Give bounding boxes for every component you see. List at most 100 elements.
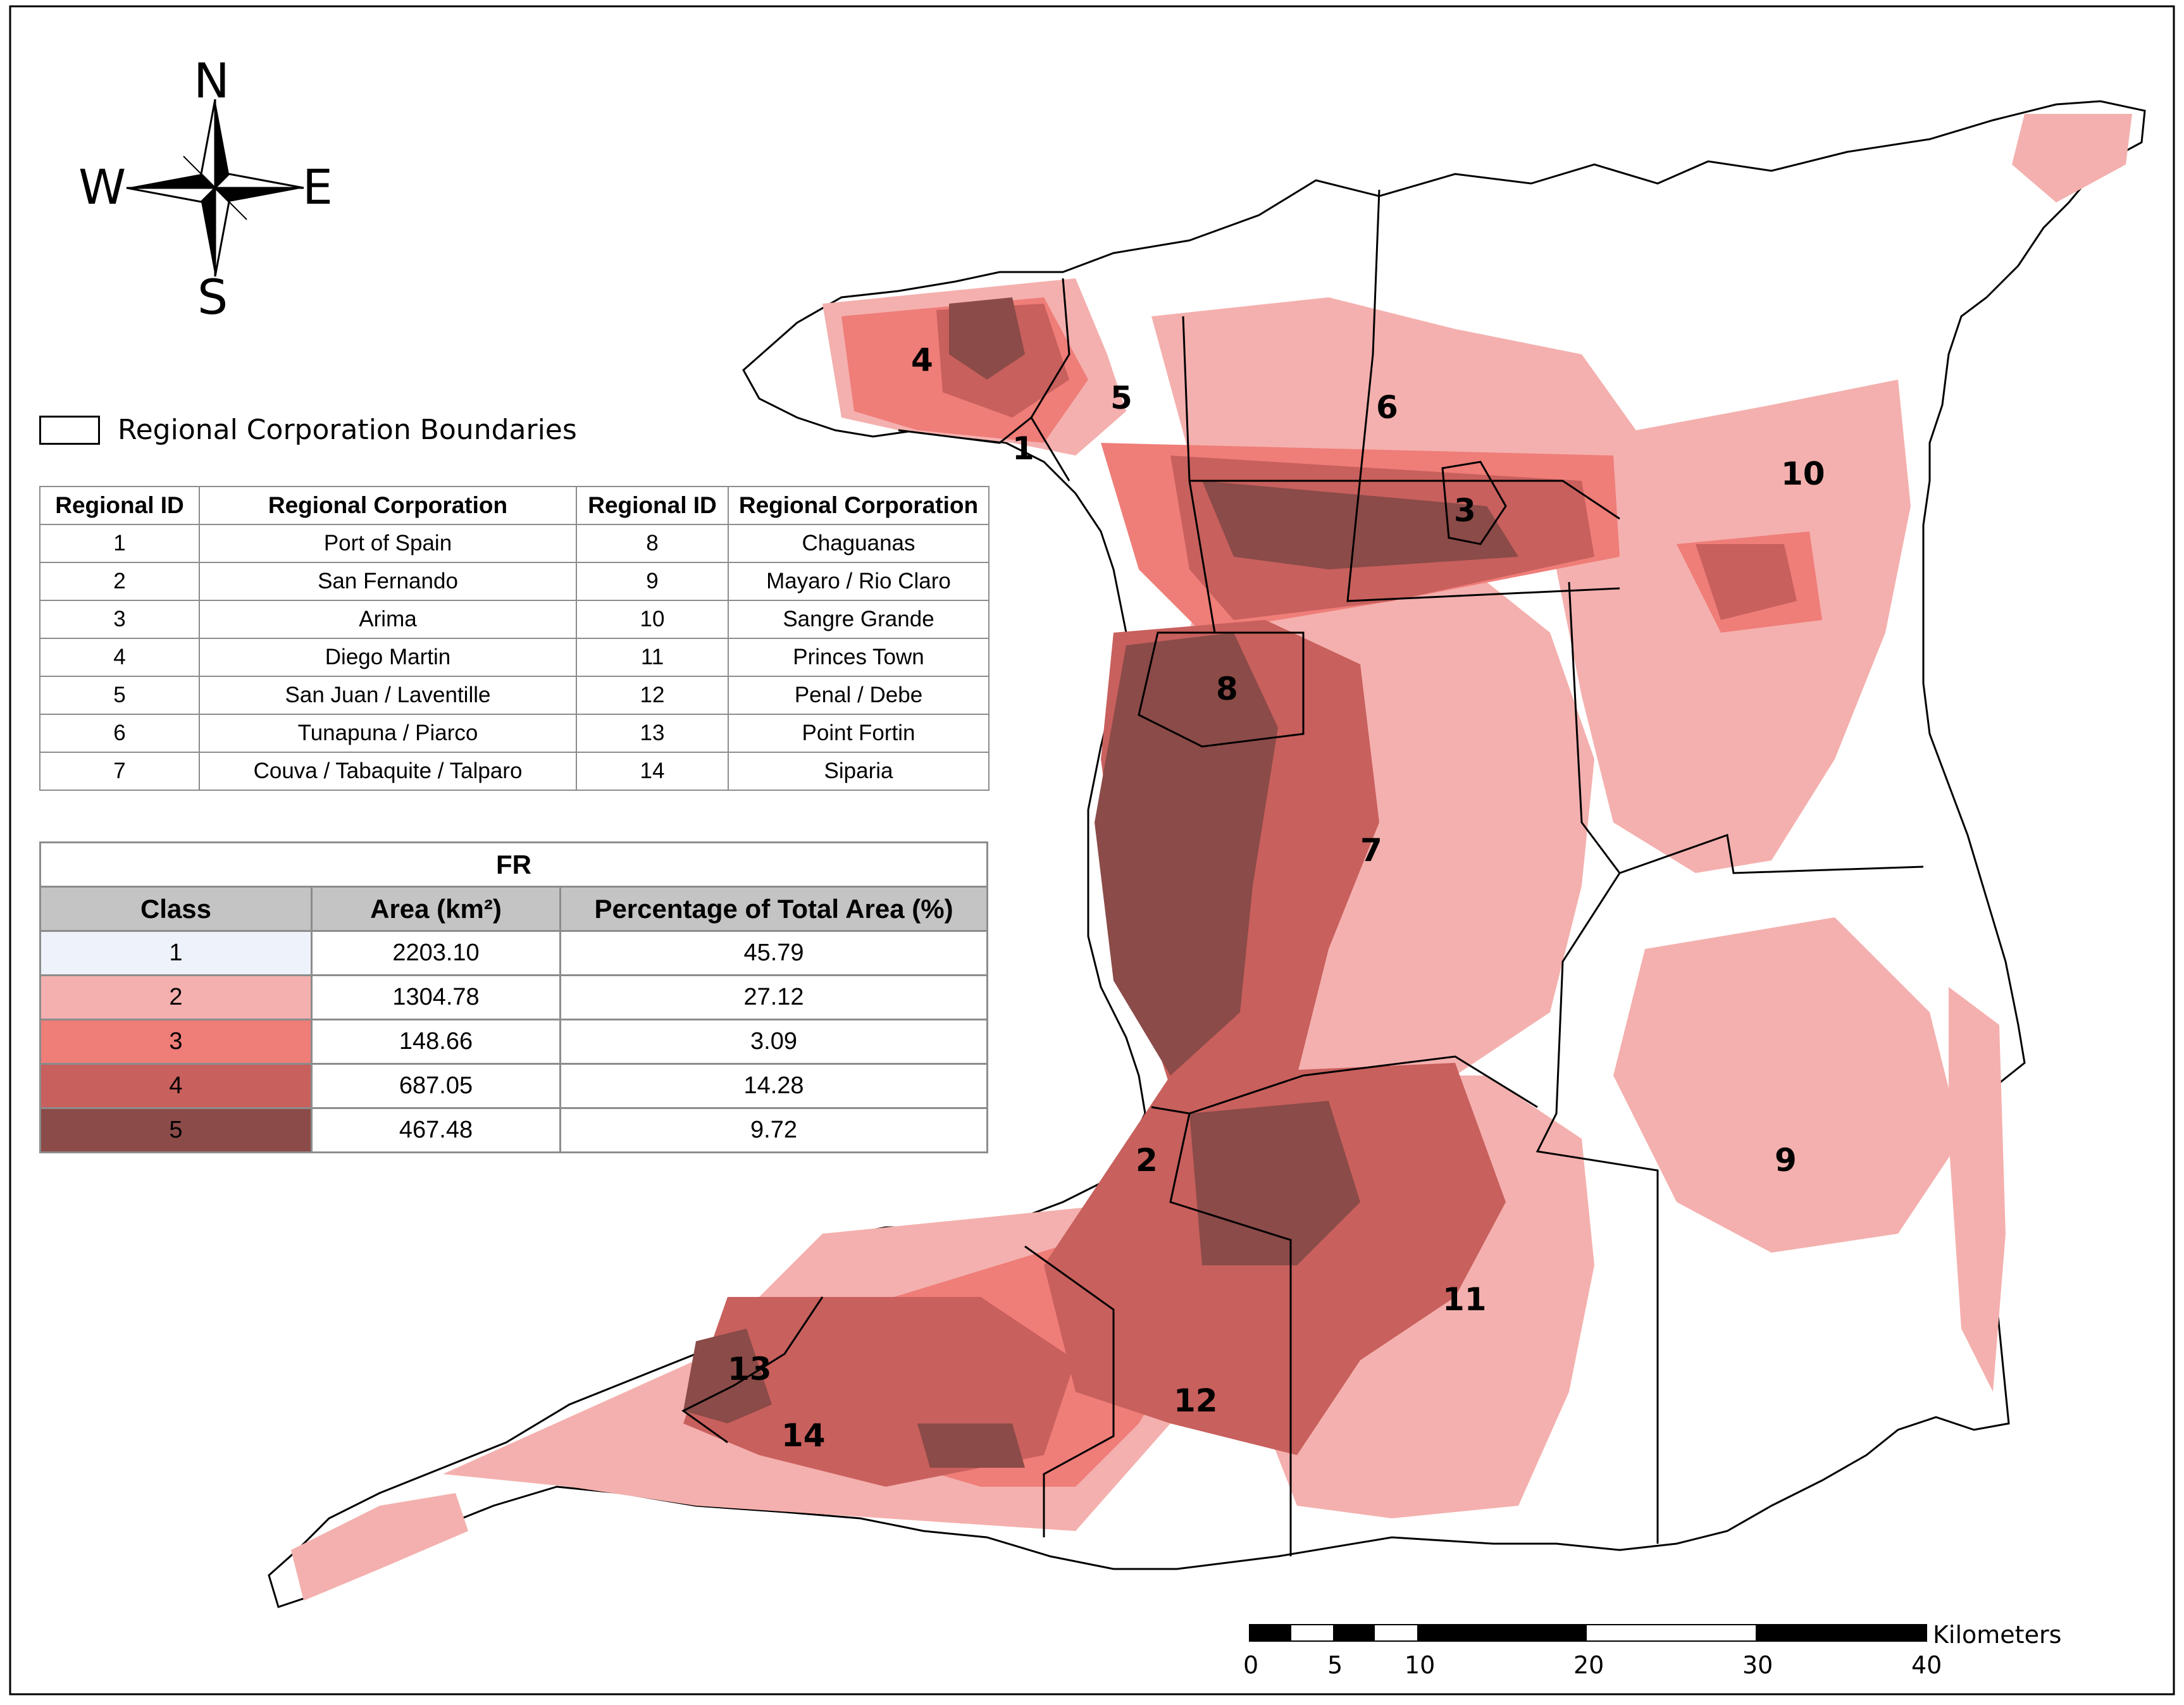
region-label-9: 9 <box>1775 1142 1797 1179</box>
scale-tick-0: 0 <box>1243 1651 1259 1679</box>
class-cell: 4 <box>39 1063 313 1109</box>
region-id-cell: 2 <box>39 562 200 601</box>
area-cell: 1304.78 <box>311 974 561 1020</box>
region-id-cell: 4 <box>39 638 200 677</box>
scale-tick-30: 30 <box>1742 1651 1773 1679</box>
class-cell: 3 <box>39 1019 313 1065</box>
region-id-cell: 9 <box>576 562 729 601</box>
region-label-10: 10 <box>1781 456 1825 492</box>
boundary-swatch <box>39 415 100 445</box>
area-header: Area (km²) <box>311 886 561 932</box>
fr-class-table: FR Class Area (km²) Percentage of Total … <box>39 841 988 1153</box>
id-header-2: Regional ID <box>576 486 729 525</box>
scale-tick-10: 10 <box>1405 1651 1436 1679</box>
corp-header-2: Regional Corporation <box>728 486 990 525</box>
compass-west-label: W <box>78 159 127 215</box>
pct-cell: 45.79 <box>559 930 988 976</box>
region-id-cell: 3 <box>39 600 200 639</box>
id-header-1: Regional ID <box>39 486 200 525</box>
compass-rose-icon <box>126 99 304 277</box>
region-id-cell: 14 <box>576 752 729 791</box>
boundary-legend-label: Regional Corporation Boundaries <box>118 414 577 446</box>
pct-cell: 3.09 <box>559 1019 988 1065</box>
area-cell: 467.48 <box>311 1107 561 1153</box>
fr-table-row: 1 2203.10 45.79 <box>39 930 988 976</box>
scale-bar <box>1249 1624 1927 1642</box>
class-cell: 5 <box>39 1107 313 1153</box>
region-label-2: 2 <box>1136 1142 1158 1179</box>
compass-south-label: S <box>197 269 228 325</box>
scale-tick-5: 5 <box>1327 1651 1343 1679</box>
scale-tick-20: 20 <box>1573 1651 1604 1679</box>
region-label-14: 14 <box>781 1417 826 1454</box>
fr-table-row: 5 467.48 9.72 <box>39 1107 988 1153</box>
region-label-3: 3 <box>1454 492 1476 529</box>
region-label-8: 8 <box>1216 671 1238 707</box>
region-id-cell: 7 <box>39 752 200 791</box>
corporation-cell: Point Fortin <box>728 714 990 753</box>
class-header: Class <box>39 886 313 932</box>
class-cell: 2 <box>39 974 313 1020</box>
region-id-cell: 10 <box>576 600 729 639</box>
id-table-row: 6 Tunapuna / Piarco 13 Point Fortin <box>39 714 990 753</box>
id-table-row: 1 Port of Spain 8 Chaguanas <box>39 524 990 563</box>
region-label-6: 6 <box>1376 389 1398 426</box>
pct-cell: 9.72 <box>559 1107 988 1153</box>
region-id-cell: 12 <box>576 676 729 715</box>
page-border <box>9 5 2175 1696</box>
corporation-cell: Tunapuna / Piarco <box>199 714 577 753</box>
pct-header: Percentage of Total Area (%) <box>559 886 988 932</box>
scale-unit-label: Kilometers <box>1933 1621 2062 1649</box>
id-table-header: Regional ID Regional Corporation Regiona… <box>39 486 990 525</box>
pct-cell: 27.12 <box>559 974 988 1020</box>
boundary-legend: Regional Corporation Boundaries <box>39 414 577 446</box>
region-id-cell: 1 <box>39 524 200 563</box>
area-cell: 148.66 <box>311 1019 561 1065</box>
fr-title: FR <box>39 841 988 888</box>
region-label-11: 11 <box>1443 1281 1487 1318</box>
corporation-cell: Diego Martin <box>199 638 577 677</box>
pct-cell: 14.28 <box>559 1063 988 1109</box>
region-label-1: 1 <box>1012 430 1034 467</box>
compass-north-label: N <box>194 53 230 109</box>
fr-table-row: 2 1304.78 27.12 <box>39 974 988 1020</box>
corp-header-1: Regional Corporation <box>199 486 577 525</box>
corporation-cell: Arima <box>199 600 577 639</box>
corporation-cell: Mayaro / Rio Claro <box>728 562 990 601</box>
corporation-cell: Chaguanas <box>728 524 990 563</box>
region-label-13: 13 <box>728 1351 772 1387</box>
corporation-cell: Penal / Debe <box>728 676 990 715</box>
id-table-row: 2 San Fernando 9 Mayaro / Rio Claro <box>39 562 990 601</box>
id-table-row: 3 Arima 10 Sangre Grande <box>39 600 990 639</box>
area-cell: 687.05 <box>311 1063 561 1109</box>
id-table-row: 5 San Juan / Laventille 12 Penal / Debe <box>39 676 990 715</box>
region-label-4: 4 <box>911 342 933 378</box>
scale-tick-40: 40 <box>1911 1651 1942 1679</box>
fr-table-row: 3 148.66 3.09 <box>39 1019 988 1065</box>
corporation-cell: Siparia <box>728 752 990 791</box>
regional-id-table: Regional ID Regional Corporation Regiona… <box>39 486 990 791</box>
corporation-cell: Princes Town <box>728 638 990 677</box>
region-id-cell: 8 <box>576 524 729 563</box>
region-id-cell: 6 <box>39 714 200 753</box>
region-label-7: 7 <box>1360 832 1382 869</box>
fr-table-row: 4 687.05 14.28 <box>39 1063 988 1109</box>
id-table-row: 7 Couva / Tabaquite / Talparo 14 Siparia <box>39 752 990 791</box>
corporation-cell: San Juan / Laventille <box>199 676 577 715</box>
area-cell: 2203.10 <box>311 930 561 976</box>
corporation-cell: Sangre Grande <box>728 600 990 639</box>
region-label-12: 12 <box>1174 1382 1218 1419</box>
compass-east-label: E <box>302 159 333 215</box>
id-table-row: 4 Diego Martin 11 Princes Town <box>39 638 990 677</box>
class-cell: 1 <box>39 930 313 976</box>
corporation-cell: San Fernando <box>199 562 577 601</box>
region-id-cell: 5 <box>39 676 200 715</box>
fr-title-row: FR <box>39 841 988 888</box>
region-id-cell: 11 <box>576 638 729 677</box>
corporation-cell: Port of Spain <box>199 524 577 563</box>
region-id-cell: 13 <box>576 714 729 753</box>
region-label-5: 5 <box>1110 380 1132 416</box>
fr-header-row: Class Area (km²) Percentage of Total Are… <box>39 886 988 932</box>
